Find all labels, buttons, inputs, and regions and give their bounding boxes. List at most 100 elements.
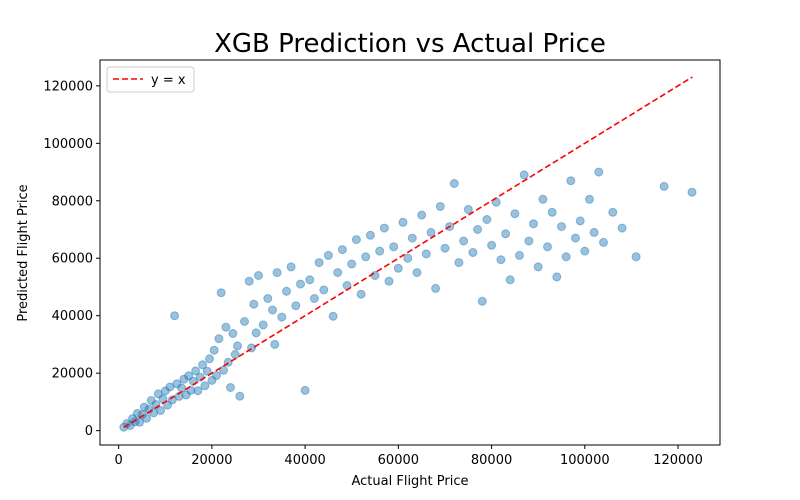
- scatter-point: [398, 217, 408, 227]
- scatter-point: [240, 317, 249, 326]
- y-tick-label: 0: [85, 424, 93, 439]
- scatter-point: [347, 259, 357, 269]
- scatter-point: [496, 255, 506, 265]
- scatter-point: [296, 279, 305, 289]
- scatter-point: [585, 194, 594, 204]
- scatter-point: [515, 250, 524, 260]
- scatter-point: [538, 194, 548, 204]
- scatter-point: [608, 207, 618, 217]
- scatter-point: [356, 289, 366, 299]
- scatter-point: [163, 400, 173, 410]
- scatter-point: [361, 252, 371, 262]
- scatter-point: [212, 371, 221, 380]
- scatter-point: [235, 391, 245, 401]
- scatter-point: [529, 219, 538, 229]
- scatter-point: [230, 350, 240, 359]
- scatter-point: [421, 249, 431, 259]
- scatter-point: [156, 406, 166, 415]
- scatter-point: [524, 236, 534, 246]
- scatter-point: [249, 299, 259, 309]
- scatter-point: [337, 245, 347, 255]
- y-axis-label: Predicted Flight Price: [16, 184, 31, 321]
- scatter-point: [393, 263, 403, 273]
- scatter-point: [659, 181, 669, 191]
- scatter-point: [594, 167, 604, 177]
- scatter-point: [172, 379, 182, 389]
- scatter-point: [431, 283, 441, 293]
- scatter-point: [566, 176, 576, 186]
- scatter-point: [228, 329, 238, 338]
- scatter-point: [561, 252, 571, 262]
- legend: y = x: [106, 66, 195, 93]
- scatter-point: [170, 311, 180, 321]
- scatter-point: [365, 230, 375, 240]
- scatter-point: [389, 242, 399, 252]
- scatter-point: [254, 271, 263, 280]
- legend-label: y = x: [151, 73, 186, 88]
- scatter-point: [417, 210, 427, 220]
- scatter-point: [557, 222, 566, 232]
- scatter-point: [195, 372, 205, 382]
- scatter-point: [272, 268, 282, 278]
- scatter-point: [205, 354, 214, 364]
- scatter-point: [519, 170, 529, 180]
- scatter-point: [165, 382, 175, 392]
- scatter-point: [277, 312, 287, 322]
- x-tick-label: 20000: [191, 453, 232, 468]
- scatter-point: [375, 246, 385, 256]
- reference-line-y-equals-x: [123, 76, 693, 429]
- x-axis-ticks: 0 20000 40000 60000 80000 100000 120000: [115, 445, 703, 468]
- scatter-point: [216, 288, 226, 298]
- x-tick-label: 80000: [471, 453, 512, 468]
- scatter-point: [440, 243, 450, 253]
- scatter-point: [333, 268, 343, 278]
- scatter-point: [270, 339, 280, 349]
- scatter-point: [473, 225, 483, 234]
- y-tick-label: 80000: [52, 194, 93, 209]
- scatter-point: [323, 250, 333, 260]
- scatter-point: [533, 262, 543, 272]
- scatter-point: [379, 223, 389, 233]
- scatter-point: [477, 296, 487, 306]
- scatter-point: [459, 236, 469, 246]
- scatter-point: [319, 285, 329, 295]
- scatter-point: [384, 276, 394, 286]
- scatter-point: [268, 305, 277, 315]
- scatter-point: [510, 209, 520, 219]
- scatter-point: [263, 294, 273, 303]
- scatter-point: [122, 419, 132, 428]
- x-tick-label: 60000: [378, 453, 419, 468]
- scatter-point: [226, 383, 235, 392]
- scatter-point: [186, 385, 196, 395]
- scatter-point: [202, 366, 212, 376]
- scatter-point: [184, 371, 194, 381]
- x-tick-label: 40000: [284, 453, 325, 468]
- x-tick-label: 100000: [560, 453, 610, 468]
- scatter-point: [631, 252, 641, 262]
- x-tick-label: 0: [115, 453, 123, 468]
- scatter-point: [351, 235, 361, 245]
- scatter-point: [251, 328, 261, 338]
- scatter-point: [214, 334, 224, 344]
- scatter-point: [209, 345, 219, 355]
- scatter-point: [132, 408, 142, 418]
- scatter-point: [233, 341, 242, 351]
- scatter-point: [314, 258, 324, 268]
- scatter-point: [193, 386, 203, 396]
- scatter-point: [501, 229, 511, 239]
- scatter-point: [130, 417, 140, 427]
- scatter-point: [291, 301, 301, 311]
- scatter-point: [282, 286, 291, 296]
- scatter-point: [468, 248, 478, 257]
- plot-area-frame: [99, 59, 721, 446]
- scatter-point: [181, 390, 191, 400]
- y-axis-ticks: 0 20000 40000 60000 80000 100000 120000: [43, 79, 100, 439]
- scatter-point: [599, 237, 608, 247]
- scatter-point: [219, 365, 228, 375]
- scatter-point: [482, 215, 492, 224]
- chart-title: XGB Prediction vs Actual Price: [214, 29, 606, 59]
- scatter-point: [454, 258, 464, 268]
- scatter-point: [687, 187, 697, 197]
- scatter-point: [449, 179, 459, 188]
- scatter-point: [153, 389, 163, 399]
